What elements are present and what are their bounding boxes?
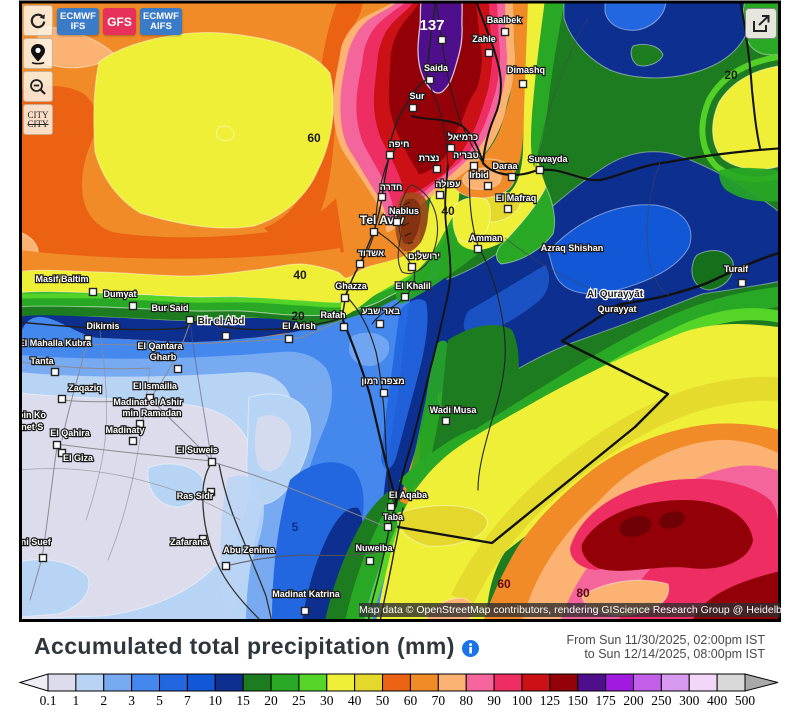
svg-text:Amman: Amman xyxy=(469,233,502,243)
svg-text:Tanta: Tanta xyxy=(30,356,54,366)
svg-text:Masif Baltim: Masif Baltim xyxy=(35,274,88,284)
svg-text:אשדוד: אשדוד xyxy=(358,248,384,258)
svg-text:80: 80 xyxy=(459,693,473,708)
svg-text:Turaif: Turaif xyxy=(724,264,749,274)
svg-text:חדרה: חדרה xyxy=(380,182,403,192)
svg-text:300: 300 xyxy=(679,693,700,708)
svg-text:מצפה רמון: מצפה רמון xyxy=(361,376,404,386)
svg-text:Abu Zenima: Abu Zenima xyxy=(223,545,275,555)
svg-text:90: 90 xyxy=(487,693,501,708)
svg-text:200: 200 xyxy=(623,693,644,708)
svg-text:20: 20 xyxy=(724,68,738,82)
svg-text:El Mafraq: El Mafraq xyxy=(496,193,537,203)
svg-text:50: 50 xyxy=(376,693,390,708)
svg-text:Madinaty: Madinaty xyxy=(105,425,144,435)
svg-text:15: 15 xyxy=(236,693,250,708)
svg-text:175: 175 xyxy=(595,693,616,708)
svg-text:חיפה: חיפה xyxy=(389,139,410,149)
svg-text:Madinet S: Madinet S xyxy=(1,422,44,432)
svg-text:Zafarana: Zafarana xyxy=(170,537,209,547)
svg-text:Sur: Sur xyxy=(409,91,425,101)
svg-text:Ras Sidr: Ras Sidr xyxy=(177,491,214,501)
svg-text:20: 20 xyxy=(291,309,305,323)
svg-text:40: 40 xyxy=(348,693,362,708)
svg-text:7: 7 xyxy=(184,693,191,708)
svg-text:טבריה: טבריה xyxy=(453,150,479,160)
svg-text:El Qahira: El Qahira xyxy=(50,428,91,438)
svg-text:כרמיאל: כרמיאל xyxy=(448,132,478,142)
svg-text:20: 20 xyxy=(264,693,278,708)
svg-text:באר שבע: באר שבע xyxy=(362,306,400,316)
svg-text:Daraa: Daraa xyxy=(492,161,518,171)
svg-text:Baalbek: Baalbek xyxy=(487,15,523,25)
svg-text:Beni Suef: Beni Suef xyxy=(9,537,52,547)
svg-text:Rafah: Rafah xyxy=(320,310,345,320)
svg-text:3: 3 xyxy=(128,693,135,708)
svg-text:Wadi Musa: Wadi Musa xyxy=(430,405,478,415)
svg-text:El Qantara: El Qantara xyxy=(137,341,183,351)
svg-text:Saida: Saida xyxy=(424,63,449,73)
svg-text:40: 40 xyxy=(441,204,455,218)
svg-text:Ghazza: Ghazza xyxy=(335,281,368,291)
svg-text:60: 60 xyxy=(497,577,511,591)
svg-text:Shibin Ko: Shibin Ko xyxy=(4,410,46,420)
svg-text:Taba: Taba xyxy=(383,512,404,522)
svg-text:250: 250 xyxy=(651,693,672,708)
svg-text:Nuweiba: Nuweiba xyxy=(355,543,393,553)
svg-text:El Aqaba: El Aqaba xyxy=(389,490,428,500)
svg-text:Madinat el Ashir: Madinat el Ashir xyxy=(113,397,183,407)
svg-text:Bur Said: Bur Said xyxy=(151,303,188,313)
svg-text:Zaqaziq: Zaqaziq xyxy=(68,383,102,393)
svg-text:Dimashq: Dimashq xyxy=(507,65,545,75)
svg-text:El Suweis: El Suweis xyxy=(176,445,218,455)
svg-text:El Khalil: El Khalil xyxy=(395,281,431,291)
svg-text:25: 25 xyxy=(292,693,306,708)
svg-text:5: 5 xyxy=(156,693,163,708)
svg-text:40: 40 xyxy=(293,268,307,282)
svg-text:Zahle: Zahle xyxy=(472,34,496,44)
svg-text:Madinat Katrina: Madinat Katrina xyxy=(272,589,341,599)
svg-text:400: 400 xyxy=(707,693,728,708)
svg-text:El Ismailia: El Ismailia xyxy=(133,381,178,391)
svg-text:137: 137 xyxy=(419,17,444,34)
svg-text:Nablus: Nablus xyxy=(389,206,419,216)
svg-text:El Arish: El Arish xyxy=(282,321,316,331)
svg-text:Dumyat: Dumyat xyxy=(103,289,136,299)
svg-text:Al Qurayyāt: Al Qurayyāt xyxy=(587,289,644,300)
svg-text:5: 5 xyxy=(292,520,299,534)
svg-text:Irbid: Irbid xyxy=(469,170,489,180)
svg-text:El Mahalla Kubra: El Mahalla Kubra xyxy=(19,338,93,348)
svg-text:60: 60 xyxy=(307,131,321,145)
svg-text:1: 1 xyxy=(73,693,80,708)
svg-text:Suwayda: Suwayda xyxy=(528,154,568,164)
svg-text:2: 2 xyxy=(100,693,107,708)
svg-text:נצרת: נצרת xyxy=(419,153,440,163)
svg-text:ירושלים: ירושלים xyxy=(408,251,440,261)
svg-text:500: 500 xyxy=(735,693,756,708)
svg-text:100: 100 xyxy=(512,693,533,708)
svg-text:125: 125 xyxy=(540,693,561,708)
svg-text:80: 80 xyxy=(576,586,590,600)
svg-text:עפולה: עפולה xyxy=(435,179,461,189)
svg-text:Gharb: Gharb xyxy=(150,352,177,362)
svg-text:El Giza: El Giza xyxy=(63,453,94,463)
svg-text:Dikirnis: Dikirnis xyxy=(86,321,119,331)
svg-text:10: 10 xyxy=(209,693,223,708)
svg-text:min Ramadan: min Ramadan xyxy=(122,408,181,418)
svg-text:0.1: 0.1 xyxy=(40,693,57,708)
svg-text:60: 60 xyxy=(404,693,418,708)
svg-text:Qurayyat: Qurayyat xyxy=(597,304,636,314)
svg-text:Bir el Abd: Bir el Abd xyxy=(198,316,245,327)
svg-text:Azraq Shishan: Azraq Shishan xyxy=(541,243,604,253)
svg-text:150: 150 xyxy=(568,693,589,708)
svg-text:70: 70 xyxy=(432,693,446,708)
svg-text:30: 30 xyxy=(320,693,334,708)
